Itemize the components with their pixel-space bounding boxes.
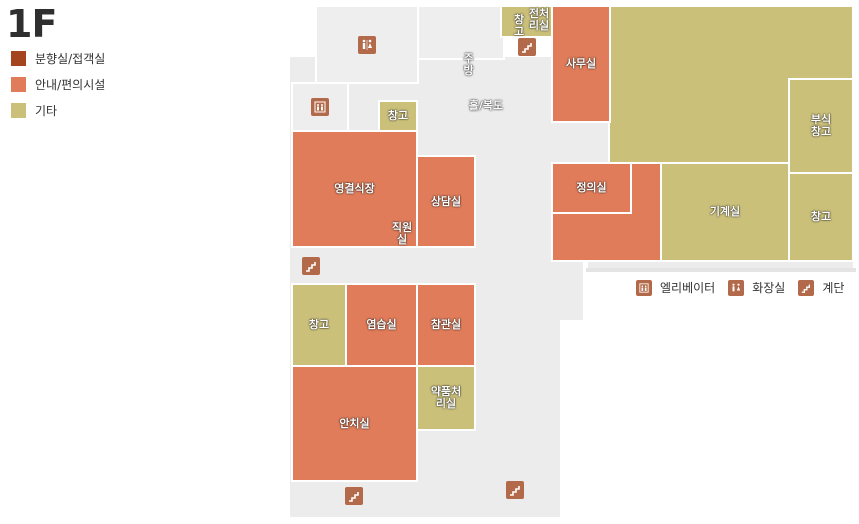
room-label: 약품처리실 [430, 385, 462, 410]
legend-swatch-info [11, 77, 26, 92]
room-label: 창고 [387, 109, 409, 122]
stairs-icon [506, 481, 524, 499]
room-machine[interactable]: 기계실 [660, 162, 790, 262]
stairs-icon [798, 279, 815, 296]
elevator-icon [311, 98, 329, 116]
legend-item-info: 안내/편의시설 [11, 76, 105, 93]
room-label: 참관실 [430, 318, 462, 331]
icon-legend-item-stairs: 계단 [798, 279, 844, 296]
label-electric: 전처리실 [528, 7, 550, 32]
room-mortuary[interactable]: 안치실 [291, 365, 418, 482]
room-label: 부식창고 [810, 113, 832, 138]
room-rehearsal[interactable]: 염습실 [345, 283, 418, 367]
icon-legend-item-restroom: 화장실 [728, 279, 785, 296]
room-label: 기계실 [709, 205, 741, 218]
icon-legend-label: 엘리베이터 [660, 281, 716, 295]
room-reception-storage[interactable]: 부식창고 [788, 78, 854, 174]
label-staff-room: 직원실 [391, 221, 413, 246]
stairs-icon [518, 38, 536, 56]
room-electric[interactable] [500, 5, 555, 38]
icon-legend-label: 화장실 [752, 281, 786, 295]
legend-label: 안내/편의시설 [35, 78, 106, 92]
room-chemical[interactable]: 약품처리실 [416, 365, 476, 431]
room-office[interactable]: 사무실 [551, 5, 611, 123]
room-label: 창고 [308, 318, 330, 331]
room-kitchen-top [417, 5, 505, 60]
room-label: 안치실 [339, 416, 370, 430]
room-justice[interactable]: 정의실 [551, 162, 632, 214]
label-hall: 홀/복도 [468, 99, 504, 112]
room-label: 사무실 [565, 57, 597, 70]
legend: 분향실/접객실 안내/편의시설 기타 [11, 50, 105, 128]
stairs-icon [302, 257, 320, 275]
room-label: 정의실 [576, 181, 607, 194]
legend-label: 기타 [35, 104, 58, 118]
elevator-icon [636, 279, 652, 296]
room-storage-right[interactable]: 창고 [788, 172, 854, 262]
icon-legend-label: 계단 [822, 281, 845, 295]
icon-legend: 엘리베이터 화장실 계단 [636, 279, 857, 296]
stairs-icon [345, 487, 363, 505]
legend-swatch-etc [11, 103, 26, 118]
room-consult[interactable]: 상담실 [416, 155, 476, 248]
restroom-icon [728, 279, 745, 296]
room-label: 염습실 [366, 318, 397, 331]
legend-item-mourning: 분향실/접객실 [11, 50, 105, 67]
legend-item-etc: 기타 [11, 102, 105, 119]
hall-edge [586, 268, 856, 272]
label-storage-top: 창고 [513, 13, 525, 38]
floor-title: 1F [6, 2, 57, 46]
legend-label: 분향실/접객실 [35, 52, 106, 66]
room-storage-left[interactable]: 창고 [291, 283, 347, 367]
label-kitchen: 주방 [463, 52, 474, 77]
room-viewing[interactable]: 참관실 [416, 283, 476, 367]
room-label: 상담실 [430, 194, 462, 208]
room-label: 영결식장 [334, 182, 375, 195]
room-storage-small[interactable]: 창고 [378, 100, 418, 132]
room-label: 창고 [810, 210, 832, 223]
hall-gap [578, 236, 588, 516]
restroom-icon [358, 36, 376, 54]
legend-swatch-mourning [11, 51, 26, 66]
icon-legend-item-elevator: 엘리베이터 [636, 279, 715, 296]
